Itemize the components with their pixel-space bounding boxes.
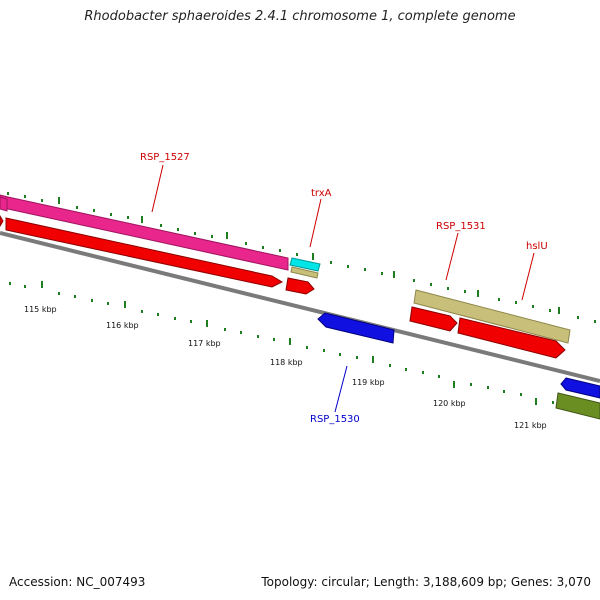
gene-blue-right[interactable] [560, 377, 600, 399]
leader-hslu [521, 252, 535, 301]
gene-label-hslu[interactable]: hslU [526, 241, 548, 252]
gene-rsp1530[interactable] [317, 312, 395, 344]
gene-trxa[interactable] [289, 257, 321, 272]
scale-label-119: 119 kbp [352, 378, 385, 387]
gene-khaki-small[interactable] [290, 266, 319, 279]
scale-label-115: 115 kbp [24, 305, 57, 314]
accession-text: Accession: NC_007493 [9, 575, 146, 589]
gene-rsp1527-left-stub[interactable] [0, 196, 8, 212]
gene-red-left-stub[interactable] [0, 215, 4, 227]
gene-olive-right[interactable] [555, 392, 600, 420]
gene-label-rsp1531[interactable]: RSP_1531 [436, 221, 486, 232]
gene-label-rsp1527[interactable]: RSP_1527 [140, 152, 190, 163]
gene-hslu[interactable] [457, 317, 566, 359]
genome-summary-text: Topology: circular; Length: 3,188,609 bp… [261, 575, 591, 589]
leader-rsp1530 [334, 365, 348, 413]
gene-label-rsp1530[interactable]: RSP_1530 [310, 414, 360, 425]
chromosome-backbone [0, 231, 600, 383]
gene-rsp1527[interactable] [0, 194, 289, 271]
scale-label-120: 120 kbp [433, 399, 466, 408]
scale-label-117: 117 kbp [188, 339, 221, 348]
gene-rsp1531[interactable] [413, 289, 571, 344]
leader-rsp1531 [445, 232, 459, 281]
gene-label-trxa[interactable]: trxA [311, 188, 332, 199]
gene-red-2[interactable] [285, 277, 315, 295]
scale-label-116: 116 kbp [106, 321, 139, 330]
outer-tick-row [7, 192, 596, 323]
gene-red-1[interactable] [5, 217, 284, 288]
leader-trxa [309, 198, 322, 248]
scale-label-118: 118 kbp [270, 358, 303, 367]
map-title: Rhodobacter sphaeroides 2.4.1 chromosome… [84, 9, 516, 24]
inner-tick-row [9, 281, 554, 405]
gene-red-3[interactable] [409, 306, 458, 332]
leader-rsp1527 [151, 164, 164, 213]
scale-label-121: 121 kbp [514, 421, 547, 430]
